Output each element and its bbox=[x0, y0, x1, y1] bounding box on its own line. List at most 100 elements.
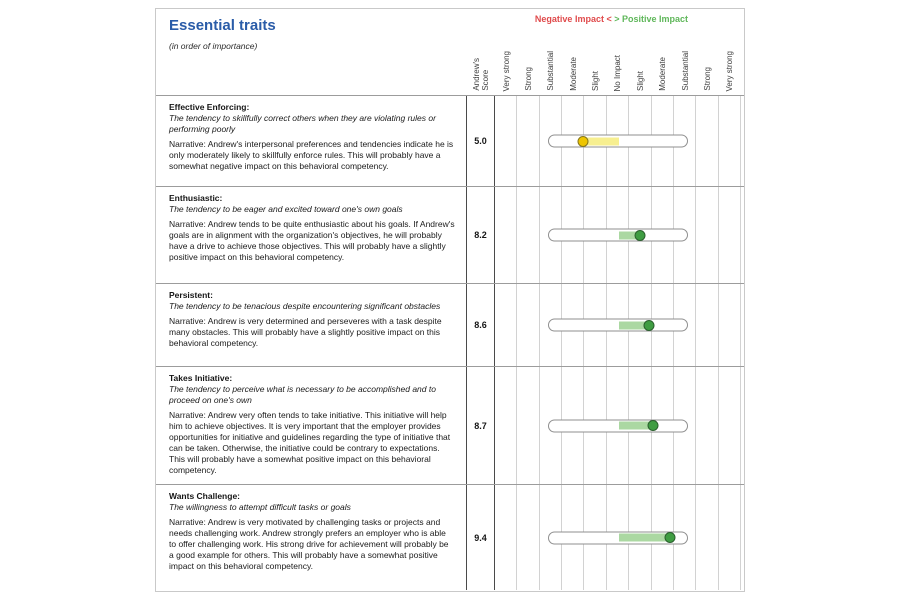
grid-column bbox=[719, 187, 741, 283]
trait-narrative: Narrative: Andrew tends to be quite enth… bbox=[169, 219, 455, 262]
impact-column-label: Very strong bbox=[501, 50, 511, 91]
impact-column-header: Slight bbox=[629, 29, 651, 95]
impact-column-label: Slight bbox=[635, 70, 645, 91]
impact-fill-segment bbox=[619, 421, 653, 430]
trait-text-cell: Wants Challenge: The willingness to atte… bbox=[156, 485, 466, 590]
legend-positive-label: > Positive Impact bbox=[614, 14, 688, 24]
trait-description: The tendency to perceive what is necessa… bbox=[169, 384, 436, 405]
impact-fill-segment bbox=[619, 231, 641, 239]
impact-fill-segment bbox=[619, 533, 671, 542]
score-column-label: Andrew's Score bbox=[471, 58, 490, 91]
impact-column-label: Slight bbox=[591, 70, 601, 91]
trait-name: Enthusiastic: bbox=[169, 193, 223, 203]
grid-column bbox=[517, 485, 540, 590]
impact-marker-dot bbox=[643, 319, 655, 331]
impact-scale bbox=[548, 318, 688, 332]
trait-description: The tendency to skillfully correct other… bbox=[169, 113, 436, 134]
trait-score: 8.2 bbox=[466, 187, 495, 283]
report-page: Essential traits (in order of importance… bbox=[155, 8, 745, 592]
trait-row: Takes Initiative: The tendency to percei… bbox=[156, 366, 744, 484]
trait-text-cell: Takes Initiative: The tendency to percei… bbox=[156, 367, 466, 484]
trait-row: Effective Enforcing: The tendency to ski… bbox=[156, 95, 744, 186]
grid-column bbox=[696, 284, 719, 366]
trait-score: 8.6 bbox=[466, 284, 495, 366]
page-title: Essential traits bbox=[169, 17, 276, 34]
grid-column bbox=[719, 284, 741, 366]
impact-marker-dot bbox=[664, 532, 676, 543]
impact-marker-dot bbox=[647, 420, 659, 431]
impact-column-label: Strong bbox=[702, 67, 712, 91]
trait-description: The tendency to be tenacious despite enc… bbox=[169, 301, 441, 311]
impact-column-header: Strong bbox=[517, 29, 539, 95]
trait-description: The tendency to be eager and excited tow… bbox=[169, 204, 403, 214]
trait-name: Takes Initiative: bbox=[169, 373, 233, 383]
grid-column bbox=[517, 367, 540, 484]
trait-narrative: Narrative: Andrew's interpersonal prefer… bbox=[169, 139, 454, 171]
impact-scale bbox=[548, 228, 688, 242]
legend-negative-label: Negative Impact < bbox=[534, 14, 612, 24]
trait-narrative: Narrative: Andrew very often tends to ta… bbox=[169, 410, 451, 475]
impact-column-header: Moderate bbox=[652, 29, 674, 95]
impact-fill-segment bbox=[619, 321, 650, 329]
impact-column-label: Substantial bbox=[546, 51, 556, 91]
grid-column bbox=[495, 96, 518, 186]
impact-column-headers: Very strong Strong Substantial Moderate Slig… bbox=[495, 29, 741, 95]
grid-column bbox=[719, 96, 741, 186]
grid-column bbox=[696, 367, 719, 484]
grid-column bbox=[719, 485, 741, 590]
grid-column bbox=[517, 96, 540, 186]
report-header: Essential traits (in order of importance… bbox=[156, 9, 744, 95]
impact-scale bbox=[548, 419, 688, 432]
grid-column bbox=[495, 187, 518, 283]
page-subtitle: (in order of importance) bbox=[169, 41, 258, 51]
impact-column-label: No Impact bbox=[613, 54, 623, 91]
column-headers: Andrew's Score Very strong Strong Substant… bbox=[466, 29, 741, 95]
impact-column-header: Moderate bbox=[562, 29, 584, 95]
impact-chart-cell bbox=[495, 367, 741, 484]
impact-column-header: Substantial bbox=[674, 29, 696, 95]
grid-column bbox=[517, 284, 540, 366]
trait-text-cell: Effective Enforcing: The tendency to ski… bbox=[156, 96, 466, 186]
grid-column bbox=[674, 96, 697, 186]
grid-column bbox=[674, 367, 697, 484]
grid-column bbox=[495, 367, 518, 484]
trait-text-cell: Persistent: The tendency to be tenacious… bbox=[156, 284, 466, 366]
trait-name: Effective Enforcing: bbox=[169, 102, 250, 112]
grid-column bbox=[719, 367, 741, 484]
grid-column bbox=[674, 485, 697, 590]
impact-scale bbox=[548, 134, 688, 148]
trait-row: Wants Challenge: The willingness to atte… bbox=[156, 484, 744, 590]
trait-text-cell: Enthusiastic: The tendency to be eager a… bbox=[156, 187, 466, 283]
grid-column bbox=[495, 284, 518, 366]
trait-row: Persistent: The tendency to be tenacious… bbox=[156, 283, 744, 366]
impact-marker-dot bbox=[577, 135, 589, 147]
impact-marker-dot bbox=[634, 229, 646, 241]
trait-description: The willingness to attempt difficult tas… bbox=[169, 502, 351, 512]
trait-score: 8.7 bbox=[466, 367, 495, 484]
impact-fill-segment bbox=[583, 137, 619, 145]
impact-chart-cell bbox=[495, 485, 741, 590]
grid-column bbox=[517, 187, 540, 283]
impact-column-header: Slight bbox=[584, 29, 606, 95]
impact-column-header: Strong bbox=[696, 29, 718, 95]
grid-column bbox=[674, 187, 697, 283]
grid-column bbox=[495, 485, 518, 590]
impact-column-header: Substantial bbox=[540, 29, 562, 95]
impact-column-header: Very strong bbox=[719, 29, 741, 95]
impact-legend: Negative Impact < > Positive Impact bbox=[535, 14, 688, 24]
trait-narrative: Narrative: Andrew is very motivated by c… bbox=[169, 517, 449, 571]
impact-chart-cell bbox=[495, 284, 741, 366]
impact-chart-cell bbox=[495, 187, 741, 283]
grid-column bbox=[696, 485, 719, 590]
grid-column bbox=[696, 187, 719, 283]
trait-narrative: Narrative: Andrew is very determined and… bbox=[169, 316, 442, 348]
impact-column-label: Substantial bbox=[680, 51, 690, 91]
impact-column-label: Very strong bbox=[725, 50, 735, 91]
impact-column-header: Very strong bbox=[495, 29, 517, 95]
impact-scale bbox=[548, 531, 688, 544]
column-header-score: Andrew's Score bbox=[466, 29, 495, 95]
impact-column-label: Moderate bbox=[568, 57, 578, 91]
trait-name: Persistent: bbox=[169, 290, 213, 300]
report-body: Effective Enforcing: The tendency to ski… bbox=[156, 95, 744, 590]
trait-score: 5.0 bbox=[466, 96, 495, 186]
